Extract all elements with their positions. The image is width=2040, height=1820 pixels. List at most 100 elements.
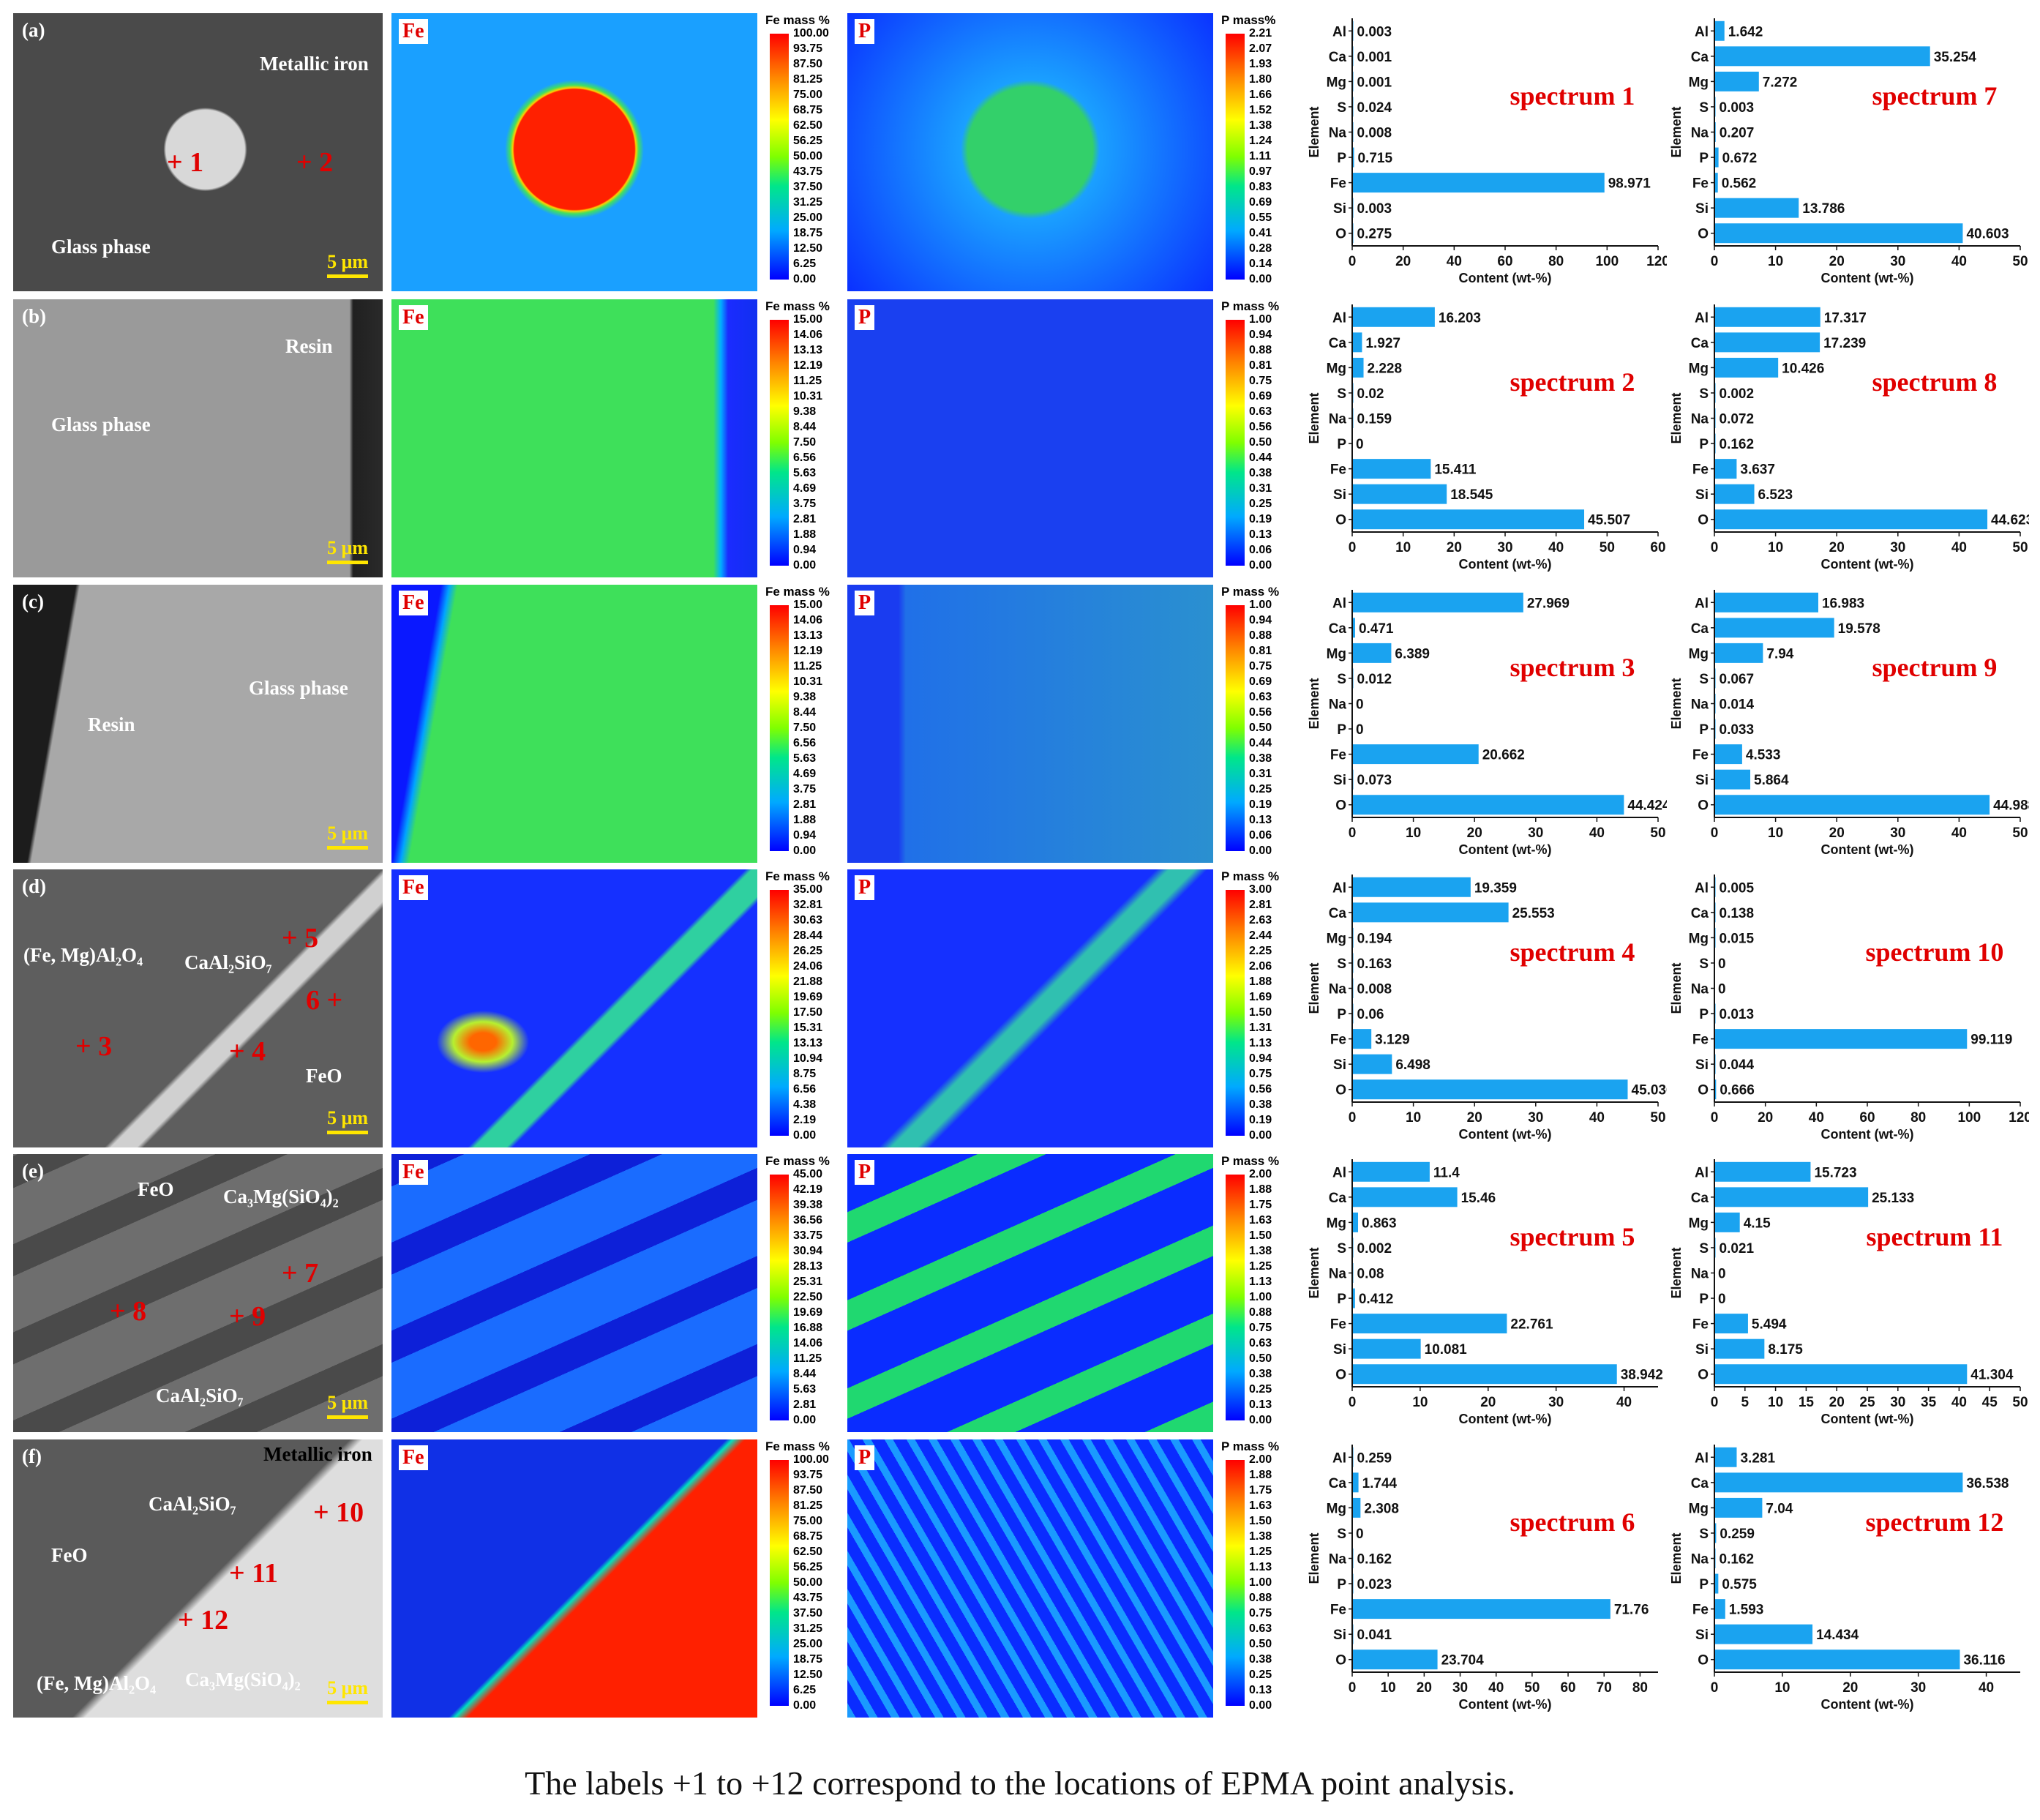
x-axis-label: Content (wt-%) (1821, 557, 1914, 572)
element-tick-label: Fe (1330, 176, 1346, 192)
bar (1714, 484, 1755, 504)
element-tick-label: P (1699, 1007, 1709, 1022)
bar-value-label: 5.864 (1754, 773, 1789, 788)
bar-value-label: 3.129 (1375, 1033, 1410, 1048)
p-colorbar-tick: 0.38 (1249, 1098, 1272, 1111)
p-colorbar-tick: 0.00 (1249, 1414, 1272, 1426)
bar (1714, 223, 1963, 244)
x-tick-label: 60 (1859, 1110, 1875, 1126)
bar-value-label: 1.927 (1365, 336, 1400, 351)
fe-colorbar: Fe mass % 100.00 93.75 87.50 81.25 75.00 68.75… (765, 1439, 830, 1712)
element-tick-label: Mg (1689, 361, 1709, 376)
bar-value-label: 17.317 (1824, 310, 1867, 326)
fe-colorbar-tick: 42.19 (793, 1183, 823, 1196)
element-tick-label: Al (1332, 24, 1346, 40)
p-colorbar-tick: 0.75 (1249, 375, 1272, 387)
x-tick-label: 40 (1951, 540, 1967, 555)
chart-title: spectrum 9 (1872, 653, 1997, 682)
p-colorbar-tick: 0.94 (1249, 614, 1272, 626)
bar (1714, 198, 1799, 218)
bar-value-label: 17.239 (1823, 336, 1866, 351)
bar (1714, 1447, 1737, 1467)
element-tick-label: Ca (1691, 906, 1709, 921)
p-colorbar-tick: 0.97 (1249, 165, 1272, 178)
x-tick-label: 30 (1528, 1110, 1543, 1126)
fe-colorbar-tick: 18.75 (793, 1653, 823, 1666)
fe-colorbar-tick: 22.50 (793, 1291, 823, 1303)
x-tick-label: 50 (2012, 1395, 2028, 1410)
fe-colorbar: Fe mass % 15.00 14.06 13.13 12.19 11.25 10.31 9… (765, 299, 830, 572)
phase-label: Ca₃Mg(SiO₄)₂ (185, 1669, 301, 1690)
bar (1352, 643, 1392, 663)
element-tick-label: Na (1329, 126, 1347, 141)
x-tick-label: 40 (1951, 1395, 1967, 1410)
fe-colorbar-tick: 4.38 (793, 1098, 817, 1111)
x-tick-label: 0 (1349, 254, 1357, 269)
element-tick-label: S (1337, 386, 1346, 402)
analysis-point-label: + 1 (167, 147, 204, 178)
bar-value-label: 5.494 (1752, 1317, 1787, 1333)
spectrum-chart: 16.983 Al 19.578 Ca 7.94 Mg 0.067 S 0.014 Na 0.033… (1670, 590, 2029, 857)
bar-value-label: 0.002 (1357, 1241, 1392, 1257)
element-tick-label: Fe (1692, 1603, 1709, 1618)
bar (1352, 744, 1479, 765)
bar (1714, 1314, 1748, 1334)
fe-colorbar-tick: 30.63 (793, 914, 823, 926)
p-colorbar-tick: 0.06 (1249, 544, 1272, 556)
x-axis-label: Content (wt-%) (1459, 1127, 1552, 1142)
p-colorbar: P mass % 2.00 1.88 1.75 1.63 1.50 1.38 1.25 1.13… (1221, 1439, 1279, 1712)
p-colorbar-tick: 2.63 (1249, 914, 1272, 926)
bar-value-label: 0.672 (1722, 151, 1758, 166)
x-axis-label: Content (wt-%) (1459, 557, 1552, 572)
bar-value-label: 99.119 (1970, 1033, 2012, 1048)
p-colorbar-tick: 1.66 (1249, 89, 1272, 101)
x-tick-label: 40 (1809, 1110, 1824, 1126)
x-tick-label: 0 (1349, 825, 1357, 841)
y-axis-label: Element (1308, 1247, 1321, 1298)
p-map: P (847, 13, 1213, 291)
x-tick-label: 40 (1589, 825, 1605, 841)
element-tick-label: Al (1695, 310, 1709, 326)
element-tick-label: O (1698, 798, 1709, 814)
fe-colorbar-tick: 3.75 (793, 498, 817, 510)
bar (1714, 1364, 1968, 1385)
phase-label: Glass phase (51, 236, 151, 258)
bar-value-label: 35.254 (1934, 50, 1977, 65)
p-colorbar-tick: 1.88 (1249, 1469, 1272, 1481)
scale-bar-label: 5 μm (327, 251, 368, 272)
x-axis-label: Content (wt-%) (1459, 1697, 1552, 1712)
x-tick-label: 10 (1768, 540, 1783, 555)
x-tick-label: 15 (1799, 1395, 1815, 1410)
element-tick-label: P (1699, 1292, 1709, 1307)
fe-colorbar-tick: 50.00 (793, 1576, 823, 1589)
analysis-point-label: + 4 (229, 1036, 266, 1067)
bar-value-label: 0.008 (1357, 982, 1392, 997)
fe-colorbar-gradient (770, 605, 789, 851)
bar-value-label: 27.969 (1527, 596, 1570, 611)
element-tick-label: S (1699, 1241, 1709, 1257)
bar-value-label: 25.133 (1872, 1191, 1914, 1206)
element-tick-label: Mg (1689, 646, 1709, 662)
x-tick-label: 100 (1595, 254, 1619, 269)
fe-colorbar: Fe mass % 35.00 32.81 30.63 28.44 26.25 24.06 2… (765, 869, 830, 1142)
p-colorbar-gradient (1226, 1460, 1245, 1706)
fe-colorbar-tick: 0.00 (793, 273, 817, 285)
sem-image-panel: (a) 5 μm (13, 13, 383, 291)
p-colorbar-tick: 1.93 (1249, 58, 1272, 70)
fe-colorbar-tick: 93.75 (793, 1469, 823, 1481)
fe-colorbar-tick: 26.25 (793, 945, 823, 957)
bar (1714, 173, 1718, 193)
fe-colorbar-tick: 100.00 (793, 27, 829, 40)
fe-colorbar-tick: 36.56 (793, 1214, 823, 1227)
fe-colorbar-tick: 75.00 (793, 1515, 823, 1527)
fe-map-label: Fe (399, 1160, 428, 1185)
bar-value-label: 0.138 (1720, 906, 1755, 921)
x-tick-label: 40 (1488, 1680, 1504, 1696)
fe-colorbar-tick: 2.81 (793, 513, 817, 525)
figure-caption: The labels +1 to +12 correspond to the l… (525, 1764, 1515, 1802)
fe-colorbar-tick: 0.00 (793, 1129, 817, 1142)
element-tick-label: Ca (1691, 1191, 1709, 1206)
sem-image-panel: (d) 5 μm (13, 869, 383, 1147)
p-colorbar-tick: 0.31 (1249, 482, 1272, 495)
element-tick-label: P (1699, 1577, 1709, 1592)
